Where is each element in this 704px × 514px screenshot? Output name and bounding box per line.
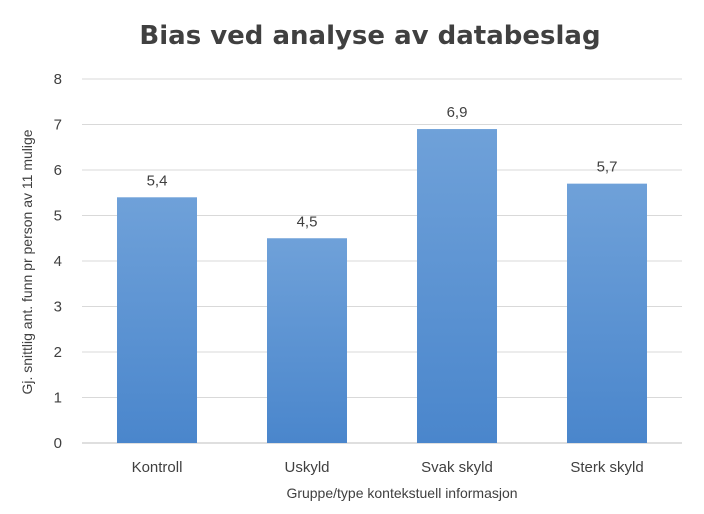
- x-tick-label-sterk-skyld: Sterk skyld: [570, 459, 643, 476]
- y-tick-label: 1: [54, 390, 62, 407]
- data-labels: 5,4 4,5 6,9 5,7: [147, 104, 618, 230]
- data-label-svak-skyld: 6,9: [447, 104, 468, 121]
- y-tick-label: 8: [54, 71, 62, 88]
- y-axis-ticks: 0 1 2 3 4 5 6 7 8: [54, 71, 62, 452]
- bar-kontroll: [117, 197, 197, 443]
- x-tick-label-kontroll: Kontroll: [132, 459, 183, 476]
- bar-uskyld: [267, 238, 347, 443]
- bars: [117, 129, 647, 444]
- y-axis-title: Gj. snittlig ant. funn pr person av 11 m…: [19, 129, 35, 394]
- y-tick-label: 3: [54, 299, 62, 316]
- y-tick-label: 2: [54, 344, 62, 361]
- y-tick-label: 4: [54, 253, 62, 270]
- x-tick-label-uskyld: Uskyld: [284, 459, 329, 476]
- data-label-kontroll: 5,4: [147, 172, 168, 189]
- y-tick-label: 7: [54, 117, 62, 134]
- x-axis-ticks: Kontroll Uskyld Svak skyld Sterk skyld: [132, 459, 644, 476]
- y-tick-label: 0: [54, 435, 62, 452]
- data-label-sterk-skyld: 5,7: [597, 159, 618, 176]
- y-tick-label: 5: [54, 208, 62, 225]
- bar-svak-skyld: [417, 129, 497, 444]
- data-label-uskyld: 4,5: [297, 213, 318, 230]
- y-tick-label: 6: [54, 162, 62, 179]
- x-axis-title: Gruppe/type kontekstuell informasjon: [286, 485, 517, 501]
- bar-sterk-skyld: [567, 183, 647, 443]
- x-tick-label-svak-skyld: Svak skyld: [421, 459, 493, 476]
- chart-title: Bias ved analyse av databeslag: [139, 21, 600, 51]
